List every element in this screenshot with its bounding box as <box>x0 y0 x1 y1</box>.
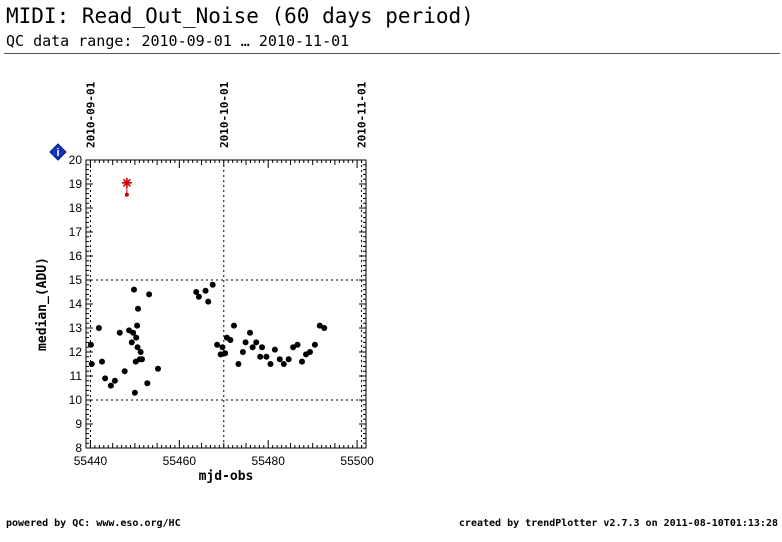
y-axis: 8 9 10 11 12 13 14 15 16 17 18 19 20 <box>69 153 366 455</box>
y-tick-label: 13 <box>69 321 83 335</box>
y-tick-label: 11 <box>70 369 83 383</box>
data-point <box>88 361 95 367</box>
data-point <box>205 298 212 305</box>
data-point <box>95 325 102 331</box>
data-point <box>294 341 301 348</box>
data-point <box>135 305 141 312</box>
y-tick-label: 18 <box>69 201 83 215</box>
data-point <box>311 341 318 348</box>
data-point <box>285 356 292 363</box>
y-tick-label: 9 <box>75 417 82 431</box>
data-point <box>134 322 141 329</box>
data-point <box>280 361 287 367</box>
data-point <box>133 334 140 341</box>
data-point <box>321 325 328 331</box>
x-axis-label: mjd-obs <box>199 469 254 484</box>
y-tick-label: 14 <box>69 297 83 311</box>
y-tick-label: 8 <box>75 441 82 455</box>
data-point <box>155 365 161 372</box>
chart-grid <box>86 160 366 448</box>
data-point <box>130 329 137 336</box>
data-point <box>87 341 94 348</box>
data-point <box>102 375 109 382</box>
x-tick-label: 55500 <box>340 454 374 468</box>
data-series <box>87 281 328 396</box>
data-point <box>116 329 123 336</box>
data-point <box>231 322 237 329</box>
page-title: MIDI: Read_Out_Noise (60 days period) <box>6 4 474 28</box>
data-point <box>299 358 305 365</box>
data-point <box>247 329 253 336</box>
data-point <box>219 344 226 351</box>
data-point <box>249 344 256 351</box>
info-marker[interactable]: i <box>49 143 67 161</box>
data-point <box>193 289 200 295</box>
y-tick-label: 20 <box>69 153 83 167</box>
date-marker-label: 2010-10-01 <box>218 81 231 148</box>
header-divider <box>4 53 780 54</box>
footer-powered-by: powered by QC: www.eso.org/HC <box>6 518 181 529</box>
x-tick-label: 55460 <box>163 454 197 468</box>
info-icon[interactable] <box>49 143 67 161</box>
x-axis: 55440 55460 55480 55500 <box>74 160 374 468</box>
data-point <box>209 281 216 288</box>
y-tick-label: 10 <box>69 393 83 407</box>
page-subtitle: QC data range: 2010-09-01 … 2010-11-01 <box>6 32 350 50</box>
data-point <box>267 361 274 367</box>
info-icon-glyph: i <box>56 147 59 159</box>
date-marker-label: 2010-09-01 <box>84 81 97 148</box>
data-point <box>121 368 128 375</box>
footer-created-by: created by trendPlotter v2.7.3 on 2011-0… <box>458 518 778 529</box>
data-point <box>214 341 221 348</box>
data-point <box>316 322 323 329</box>
data-point <box>276 356 283 363</box>
data-point <box>257 353 264 360</box>
data-point <box>222 350 229 357</box>
data-point <box>107 382 114 389</box>
data-point <box>263 353 270 360</box>
plot-frame <box>85 159 367 449</box>
data-point <box>290 344 297 351</box>
y-tick-label: 12 <box>69 345 83 359</box>
outlier-point <box>124 192 129 197</box>
data-point <box>131 286 137 293</box>
y-tick-label: 15 <box>69 273 83 287</box>
data-point <box>242 339 249 346</box>
data-point <box>235 361 242 367</box>
data-point <box>259 344 265 351</box>
trend-chart: 8 9 10 11 12 13 14 15 16 17 18 19 20 55440 55460 55480… <box>35 81 374 484</box>
data-point <box>253 339 260 346</box>
date-marker-label: 2010-11-01 <box>356 81 369 148</box>
data-point <box>144 380 151 387</box>
data-point <box>271 346 278 353</box>
y-axis-label: median_(ADU) <box>35 257 50 351</box>
data-point <box>134 344 141 351</box>
x-tick-label: 55480 <box>252 454 286 468</box>
data-point <box>128 339 135 346</box>
data-point <box>307 349 313 355</box>
data-point <box>202 287 209 294</box>
date-axis: 2010-09-01 2010-10-01 2010-11-01 <box>84 81 368 148</box>
data-point <box>99 358 105 365</box>
data-point <box>239 349 246 355</box>
data-point <box>137 349 144 355</box>
y-tick-label: 16 <box>69 249 83 263</box>
data-point <box>131 389 138 396</box>
data-point <box>146 291 153 298</box>
data-point <box>227 337 234 343</box>
data-point <box>111 377 118 384</box>
data-point <box>195 293 202 300</box>
chart-frame <box>85 159 367 449</box>
x-tick-label: 55440 <box>74 454 108 468</box>
outlier-series <box>121 177 132 197</box>
y-tick-label: 19 <box>69 177 83 191</box>
y-tick-label: 17 <box>69 225 83 239</box>
data-point <box>139 356 145 363</box>
outlier-star <box>122 178 131 187</box>
